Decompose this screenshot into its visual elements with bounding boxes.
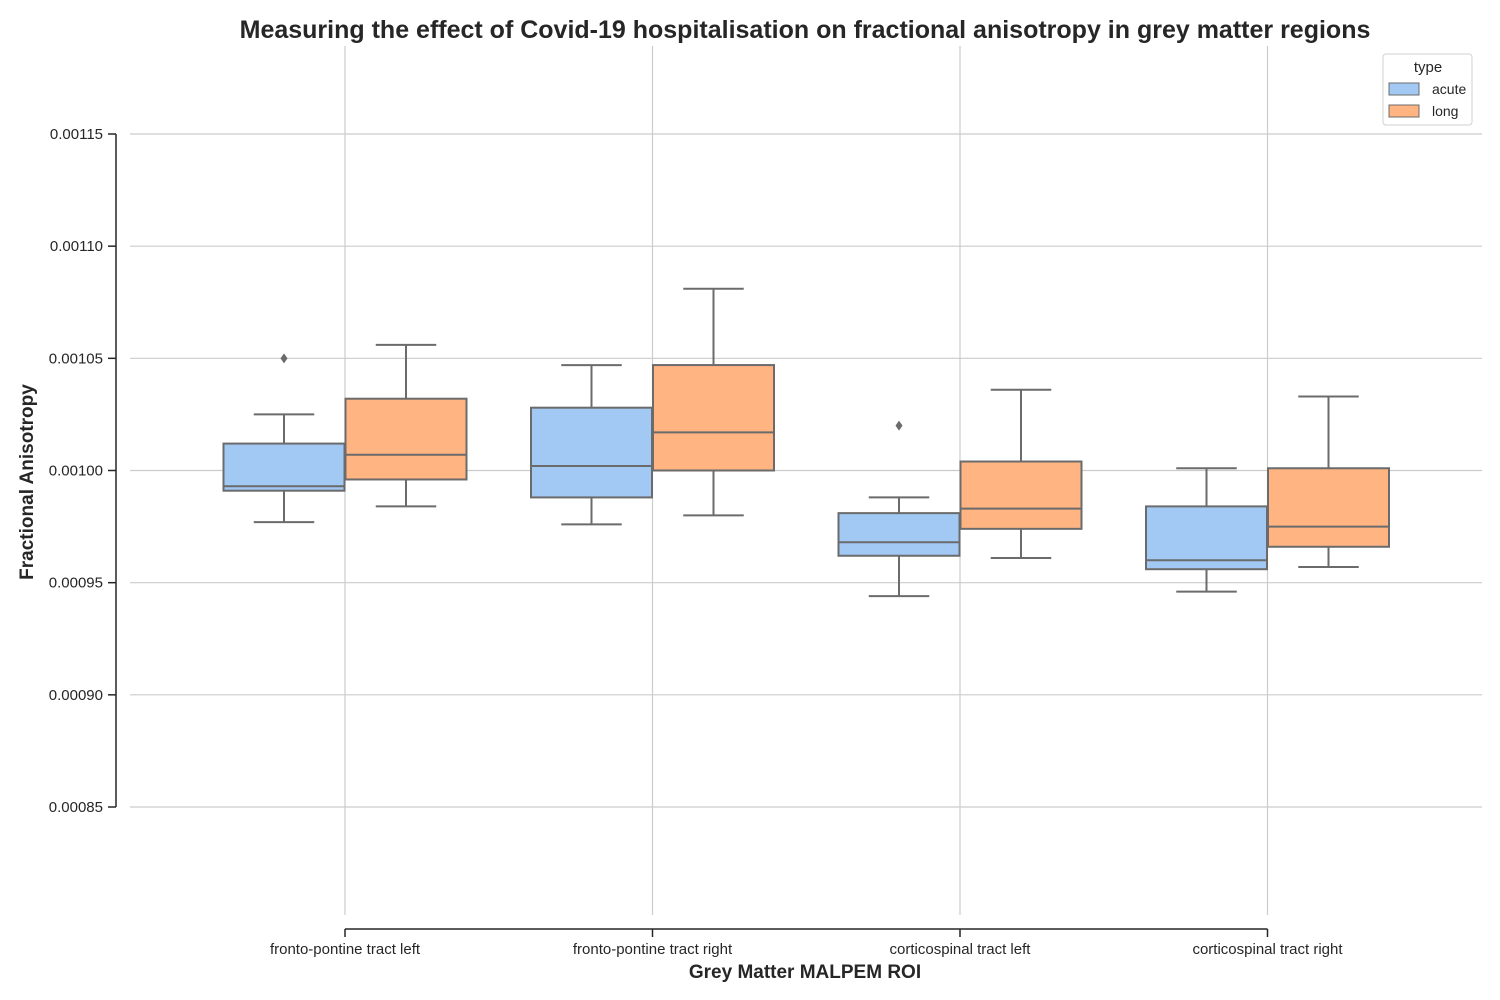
chart-title: Measuring the effect of Covid-19 hospita… bbox=[240, 16, 1371, 44]
legend-label-acute: acute bbox=[1432, 81, 1466, 97]
axis-layer: 0.00085 0.00090 0.00095 0.00100 0.00105 0.001… bbox=[49, 126, 1344, 958]
box-long-2 bbox=[959, 388, 1083, 559]
y-tick-label: 0.00085 bbox=[49, 799, 103, 816]
box-long-0 bbox=[344, 343, 468, 508]
box-body bbox=[222, 442, 346, 492]
legend-swatch-acute bbox=[1388, 82, 1420, 96]
y-tick-label: 0.00115 bbox=[50, 126, 103, 143]
y-tick-label: 0.00100 bbox=[49, 463, 103, 480]
x-tick-label: corticospinal tract left bbox=[890, 941, 1032, 958]
outlier-point bbox=[280, 353, 288, 364]
y-axis-label: Fractional Anisotropy bbox=[17, 384, 38, 580]
box-layer bbox=[222, 287, 1390, 598]
box-body bbox=[1267, 467, 1390, 548]
y-tick-label: 0.00105 bbox=[49, 350, 103, 367]
outlier-point bbox=[895, 420, 903, 431]
legend-label-long: long bbox=[1432, 103, 1458, 119]
x-axis-label: Grey Matter MALPEM ROI bbox=[689, 962, 921, 983]
legend-swatch-long bbox=[1388, 104, 1420, 118]
box-body bbox=[652, 364, 775, 472]
box-body bbox=[530, 406, 653, 499]
box-acute-2 bbox=[837, 420, 961, 598]
y-tick-label: 0.00095 bbox=[49, 575, 103, 592]
x-tick-label: corticospinal tract right bbox=[1192, 941, 1343, 958]
box-long-1 bbox=[652, 287, 775, 517]
box-long-3 bbox=[1267, 395, 1390, 568]
box-body bbox=[959, 460, 1083, 530]
box-body bbox=[344, 397, 468, 481]
box-acute-1 bbox=[530, 364, 653, 526]
box-body bbox=[837, 512, 961, 557]
y-tick-label: 0.00090 bbox=[49, 687, 103, 704]
y-tick-label: 0.00110 bbox=[50, 238, 103, 255]
box-acute-3 bbox=[1145, 467, 1268, 593]
box-acute-0 bbox=[222, 353, 346, 524]
x-tick-label: fronto-pontine tract left bbox=[270, 941, 421, 958]
legend-title: type bbox=[1414, 59, 1442, 76]
legend: type acute long bbox=[1382, 53, 1473, 126]
x-tick-label: fronto-pontine tract right bbox=[573, 941, 733, 958]
